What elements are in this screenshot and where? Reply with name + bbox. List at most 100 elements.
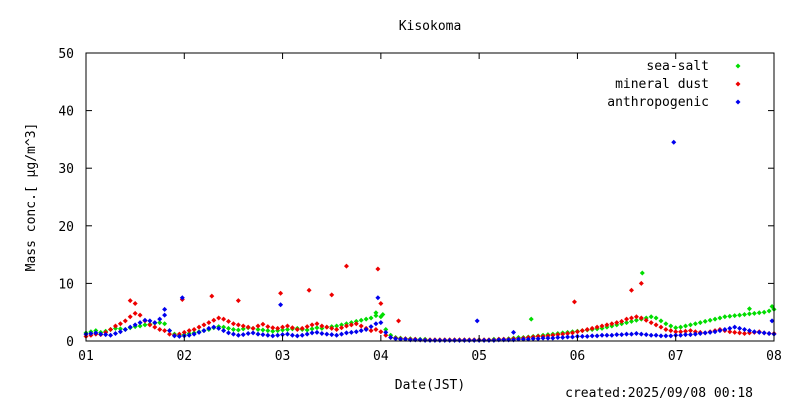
data-point xyxy=(550,332,556,338)
data-point xyxy=(162,312,168,318)
data-point xyxy=(737,312,743,318)
data-point xyxy=(633,331,639,337)
data-point xyxy=(235,332,241,338)
data-point xyxy=(560,331,566,337)
data-point xyxy=(614,320,620,326)
data-point xyxy=(304,327,310,333)
data-point xyxy=(584,333,590,339)
data-point xyxy=(501,337,507,343)
data-point xyxy=(294,333,300,339)
data-point xyxy=(648,332,654,338)
data-point xyxy=(117,321,123,327)
data-point xyxy=(530,336,536,342)
data-point xyxy=(179,295,185,301)
data-point xyxy=(756,310,762,316)
data-point xyxy=(383,329,389,335)
data-point xyxy=(412,337,418,343)
data-point xyxy=(368,328,374,334)
data-point xyxy=(373,326,379,332)
data-point xyxy=(299,332,305,338)
data-point xyxy=(673,325,679,331)
data-point xyxy=(275,332,281,338)
x-tick-label: 06 xyxy=(570,349,586,364)
data-point xyxy=(604,322,610,328)
data-point xyxy=(643,332,649,338)
data-point xyxy=(348,329,354,335)
data-point xyxy=(375,266,381,272)
data-point xyxy=(737,325,743,331)
data-point xyxy=(265,328,271,334)
x-tick-label: 03 xyxy=(275,349,291,364)
data-point xyxy=(737,330,743,336)
data-point xyxy=(712,316,718,322)
data-point xyxy=(314,321,320,327)
data-point xyxy=(746,328,752,334)
data-point xyxy=(147,322,153,328)
data-point xyxy=(206,320,212,326)
x-axis: 01 02 03 04 05 06 07 08 xyxy=(78,53,782,364)
legend-label: anthropogenic xyxy=(607,95,709,110)
data-point xyxy=(93,330,99,336)
data-point xyxy=(609,321,615,327)
data-point xyxy=(235,327,241,333)
data-point xyxy=(319,331,325,337)
data-point xyxy=(393,336,399,342)
data-point xyxy=(171,333,177,339)
data-point xyxy=(343,263,349,269)
data-point xyxy=(368,324,374,330)
data-point xyxy=(683,328,689,334)
x-tick-label: 05 xyxy=(471,349,487,364)
data-point xyxy=(496,337,502,343)
data-point xyxy=(628,315,634,321)
data-point xyxy=(240,323,246,329)
data-point xyxy=(589,325,595,331)
data-point xyxy=(574,329,580,335)
data-point xyxy=(201,328,207,334)
data-point xyxy=(270,328,276,334)
data-point xyxy=(137,320,143,326)
data-point xyxy=(137,323,143,329)
data-point xyxy=(191,326,197,332)
data-point xyxy=(270,333,276,339)
data-point xyxy=(137,312,143,318)
data-point xyxy=(117,329,123,335)
data-point xyxy=(707,329,713,335)
data-point xyxy=(112,323,118,329)
data-point xyxy=(427,337,433,343)
data-point xyxy=(751,310,757,316)
data-point xyxy=(211,317,217,323)
data-point xyxy=(678,324,684,330)
data-point xyxy=(671,139,677,145)
data-point xyxy=(373,321,379,327)
data-point xyxy=(221,324,227,330)
data-point xyxy=(343,323,349,329)
data-point xyxy=(746,306,752,312)
data-point xyxy=(638,331,644,337)
data-point xyxy=(265,324,271,330)
data-point xyxy=(98,331,104,337)
data-point xyxy=(658,333,664,339)
data-point xyxy=(474,318,480,324)
data-point xyxy=(687,322,693,328)
data-point xyxy=(678,332,684,338)
data-point xyxy=(221,316,227,322)
data-point xyxy=(142,322,148,328)
data-point xyxy=(628,318,634,324)
data-point xyxy=(363,316,369,322)
data-point xyxy=(306,287,312,293)
data-point xyxy=(535,336,541,342)
x-tick-label: 07 xyxy=(668,349,684,364)
data-point xyxy=(761,309,767,315)
data-point xyxy=(240,332,246,338)
series-mineral-dust xyxy=(83,263,777,343)
data-point xyxy=(722,326,728,332)
x-tick-label: 01 xyxy=(78,349,94,364)
data-point xyxy=(584,326,590,332)
data-point xyxy=(396,318,402,324)
data-point xyxy=(260,332,266,338)
data-point xyxy=(157,320,163,326)
y-tick-label: 10 xyxy=(58,277,74,292)
data-point xyxy=(294,326,300,332)
data-point xyxy=(653,322,659,328)
data-point xyxy=(368,315,374,321)
